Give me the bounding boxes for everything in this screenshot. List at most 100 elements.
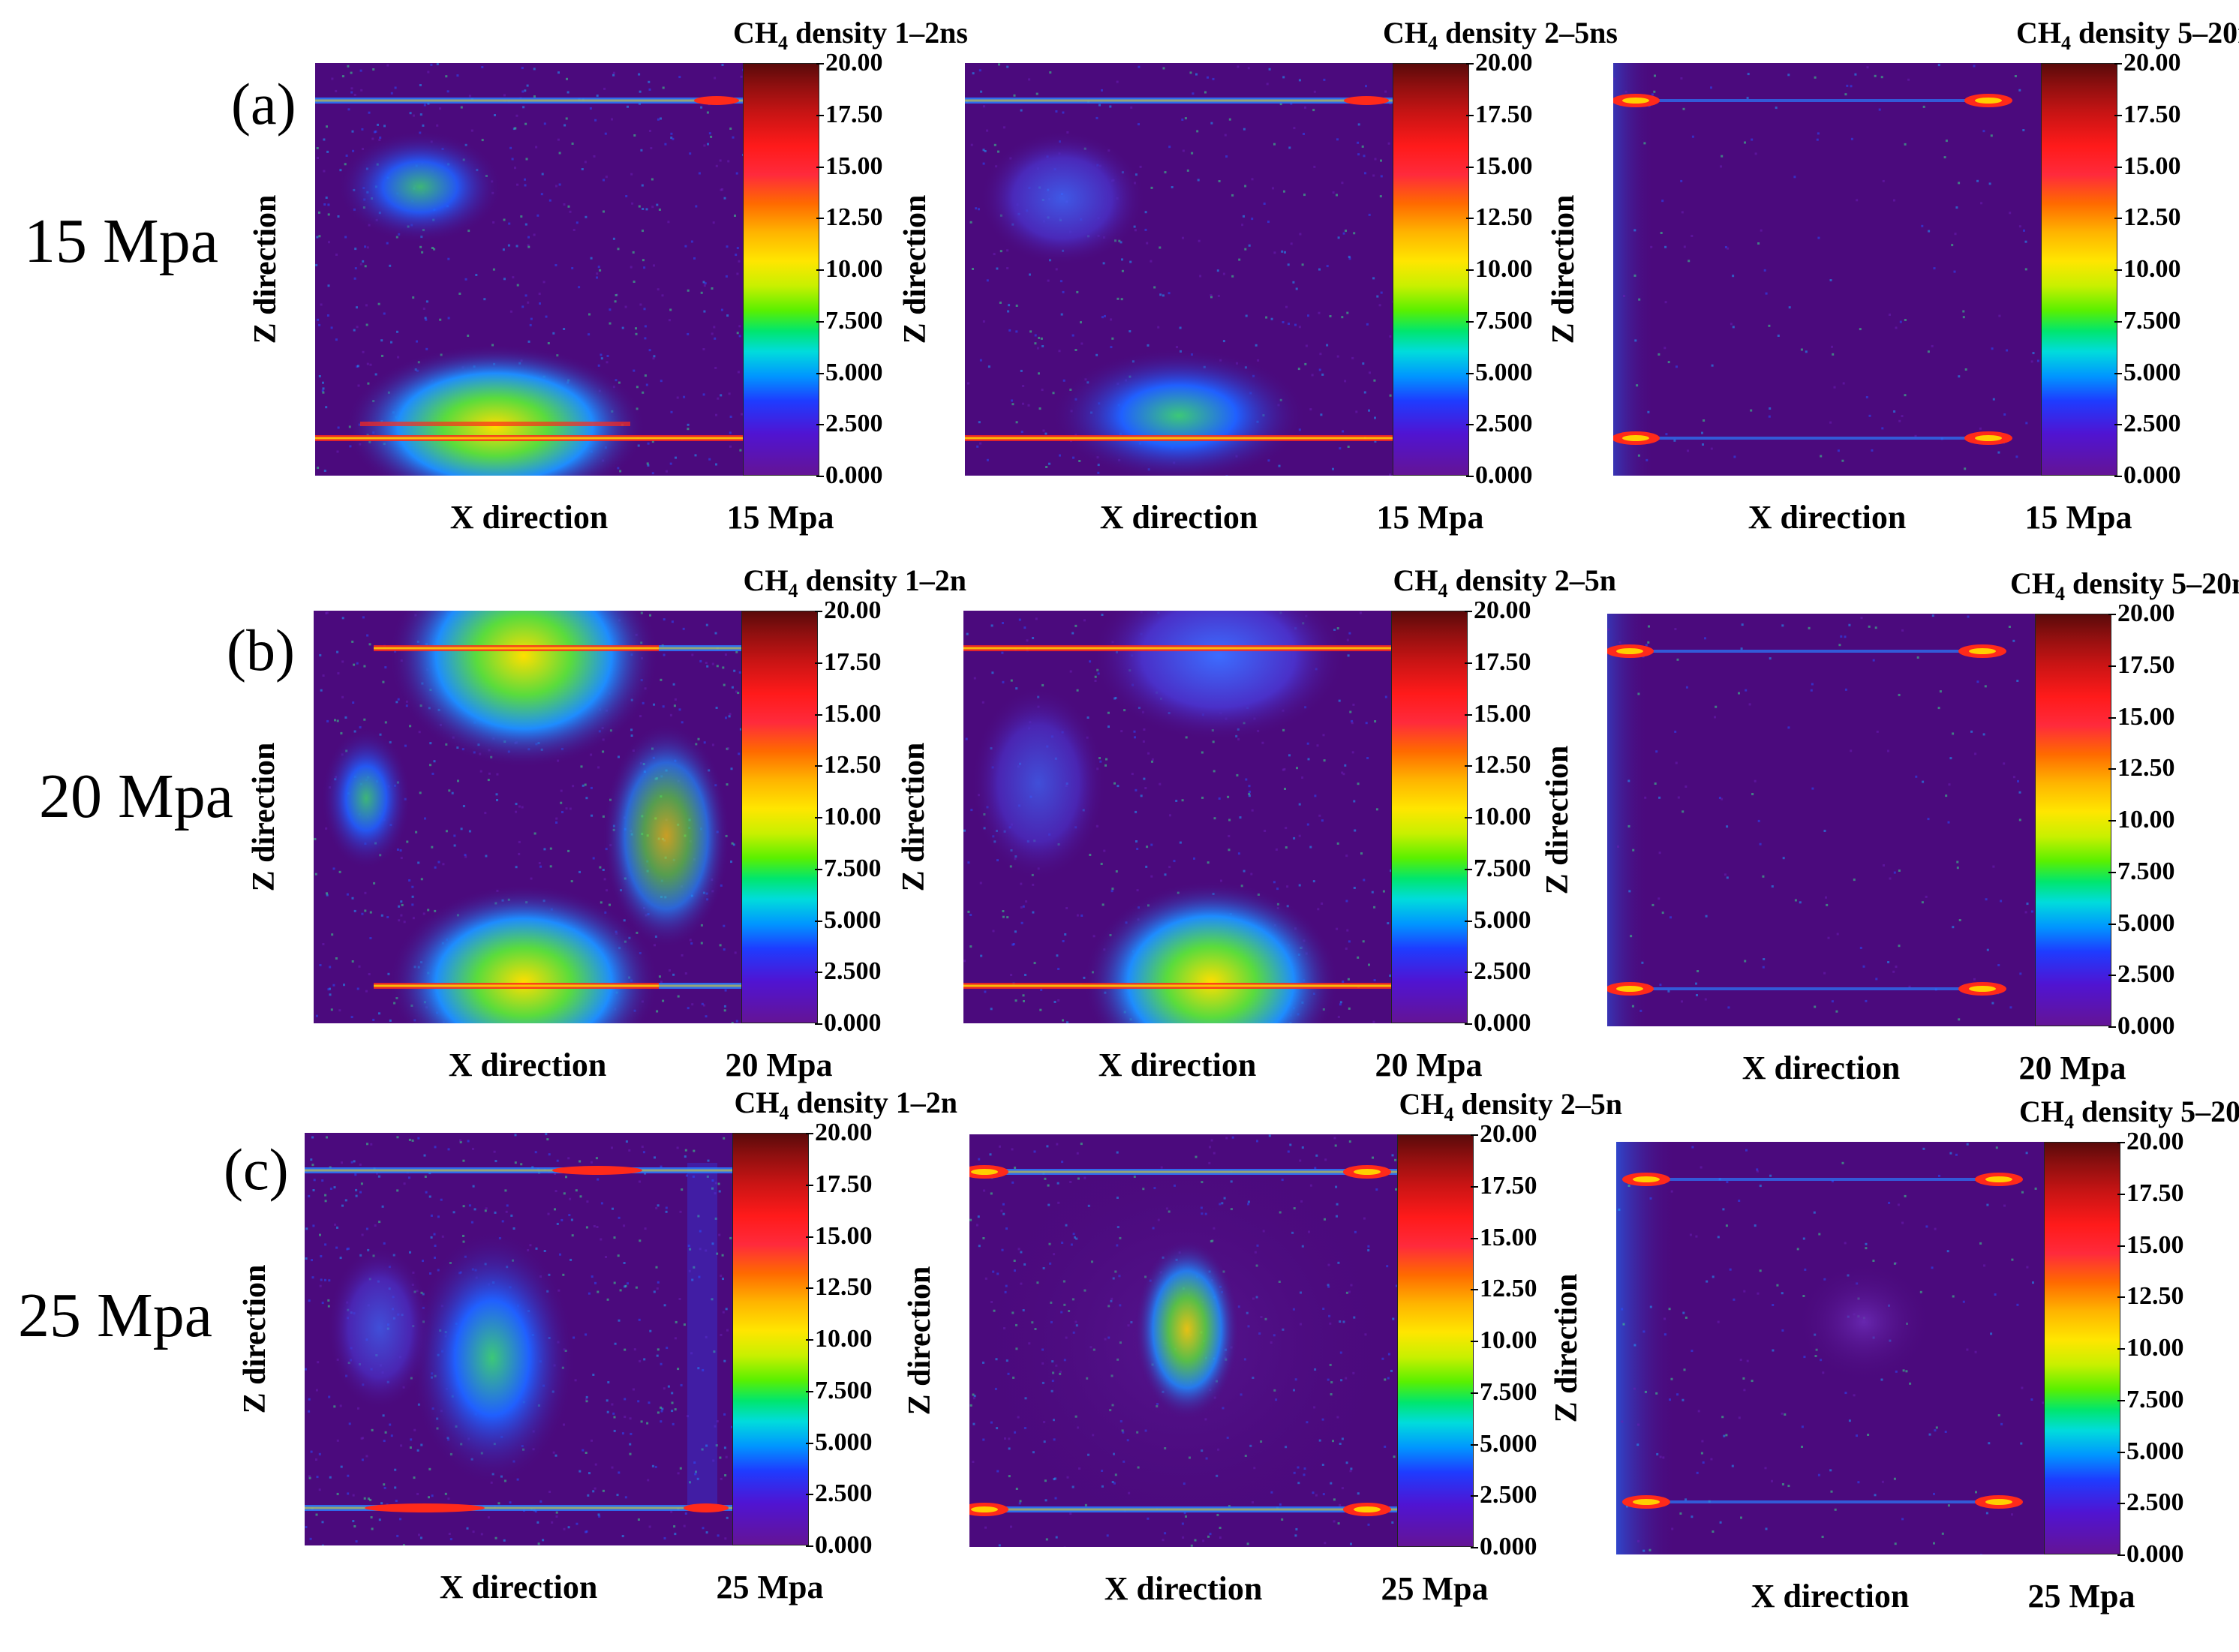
- z-axis-label: Z direction: [897, 742, 931, 892]
- colorbar-pressure-label: 20 Mpa: [725, 1047, 833, 1083]
- colorbar: [1397, 1134, 1474, 1547]
- colorbar-tick-label: 5.000: [1466, 358, 1533, 386]
- density-heatmap: [965, 63, 1393, 476]
- colorbar-tick-label: 10.00: [1471, 1326, 1537, 1354]
- colorbar-tick-label: 2.500: [2114, 410, 2181, 438]
- colorbar-tick-label: 20.00: [2117, 1128, 2184, 1155]
- colorbar-tick-label: 17.50: [806, 1170, 873, 1198]
- colorbar-tick-label: 7.500: [806, 1376, 873, 1404]
- row-c-letter: (c): [224, 1137, 289, 1202]
- colorbar: [743, 63, 819, 476]
- colorbar-tick-label: 17.50: [2114, 100, 2181, 128]
- colorbar-tick-labels: 20.00 17.50 15.00 12.50 10.00 7.500 5.000 2.500…: [815, 598, 936, 1036]
- heatmap-render: [969, 1134, 1397, 1547]
- colorbar-tick-label: 15.00: [1465, 699, 1531, 728]
- colorbar-tick-label: 20.00: [815, 596, 882, 624]
- colorbar-tick-label: 10.00: [815, 803, 882, 831]
- colorbar-tick-labels: 20.00 17.50 15.00 12.50 10.00 7.500 5.000 2.500…: [2108, 601, 2230, 1039]
- x-axis-label: X direction: [1748, 499, 1907, 536]
- colorbar-tick-label: 12.50: [806, 1273, 873, 1302]
- colorbar-tick-label: 10.00: [1465, 803, 1531, 831]
- colorbar-tick-label: 12.50: [2117, 1282, 2184, 1311]
- colorbar-tick-label: 0.000: [806, 1531, 873, 1559]
- colorbar-tick-labels: 20.00 17.50 15.00 12.50 10.00 7.500 5.000 2.500…: [816, 50, 938, 488]
- colorbar-tick-label: 20.00: [806, 1119, 873, 1146]
- colorbar-pressure-label: 15 Mpa: [1376, 499, 1484, 536]
- colorbar-tick-label: 0.000: [815, 1009, 882, 1037]
- colorbar-tick-label: 7.500: [2117, 1385, 2184, 1413]
- colorbar-tick-label: 10.00: [2117, 1334, 2184, 1362]
- colorbar: [1393, 63, 1469, 476]
- colorbar-tick-label: 0.000: [2117, 1540, 2184, 1568]
- heatmap-render: [1613, 63, 2039, 476]
- colorbar-tick-label: 10.00: [816, 255, 883, 283]
- colorbar-tick-label: 17.50: [1465, 647, 1531, 676]
- colorbar-tick-label: 20.00: [1465, 596, 1531, 624]
- colorbar-tick-label: 10.00: [2114, 255, 2181, 283]
- x-axis-label: X direction: [449, 499, 609, 536]
- colorbar-tick-label: 7.500: [1471, 1377, 1537, 1406]
- density-heatmap: [314, 611, 741, 1023]
- panel-title: CH4 density 2–5n: [1399, 1087, 1623, 1125]
- colorbar-pressure-label: 25 Mpa: [716, 1569, 824, 1605]
- colorbar-tick-label: 7.500: [2108, 857, 2175, 885]
- colorbar-tick-label: 12.50: [2108, 754, 2175, 782]
- colorbar-tick-label: 20.00: [816, 49, 883, 77]
- colorbar-tick-label: 5.000: [816, 358, 883, 386]
- colorbar-tick-label: 17.50: [816, 100, 883, 128]
- panel-b-3: CH4 density 5–20ns 20.00 17.50 15.00 12.50 1…: [1540, 569, 2239, 1124]
- panel-title: CH4 density 1–2ns: [732, 16, 968, 54]
- colorbar: [2044, 1142, 2120, 1554]
- heatmap-render: [965, 63, 1393, 476]
- colorbar: [741, 611, 818, 1023]
- colorbar-tick-label: 15.00: [2114, 152, 2181, 180]
- colorbar-tick-label: 17.50: [1466, 100, 1533, 128]
- heatmap-render: [315, 63, 743, 476]
- x-axis-label: X direction: [448, 1047, 607, 1083]
- heatmap-render: [314, 611, 741, 1023]
- x-axis-label: X direction: [1099, 499, 1258, 536]
- colorbar-tick-labels: 20.00 17.50 15.00 12.50 10.00 7.500 5.000 2.500…: [1466, 50, 1588, 488]
- colorbar-pressure-label: 20 Mpa: [2018, 1050, 2126, 1086]
- colorbar-tick-label: 5.000: [2108, 909, 2175, 937]
- density-heatmap: [969, 1134, 1397, 1547]
- colorbar-tick-label: 5.000: [2114, 358, 2181, 386]
- panel-c-1: CH4 density 1–2n 20.00 17.50 15.00 12.50 10.…: [238, 1088, 987, 1643]
- z-axis-label: Z direction: [898, 194, 933, 344]
- x-axis-label: X direction: [1104, 1570, 1263, 1607]
- colorbar-tick-label: 5.000: [806, 1428, 873, 1456]
- row-a-letter: (a): [231, 71, 296, 137]
- colorbar-tick-label: 0.000: [1466, 461, 1533, 489]
- heatmap-render: [1616, 1142, 2044, 1554]
- row-b-pressure-label: 20 Mpa: [39, 761, 233, 831]
- colorbar-tick-labels: 20.00 17.50 15.00 12.50 10.00 7.500 5.000 2.500…: [1465, 598, 1586, 1036]
- z-axis-label: Z direction: [1549, 1273, 1584, 1423]
- colorbar-tick-label: 0.000: [816, 461, 883, 489]
- colorbar-tick-label: 0.000: [2114, 461, 2181, 489]
- colorbar-tick-label: 0.000: [2108, 1012, 2175, 1040]
- panel-a-3: CH4 density 5–20ns 20.00 17.50 15.00 12.50 1…: [1546, 18, 2239, 573]
- colorbar-tick-label: 2.500: [1471, 1481, 1537, 1509]
- colorbar-tick-label: 5.000: [1471, 1429, 1537, 1458]
- colorbar-pressure-label: 20 Mpa: [1375, 1047, 1483, 1083]
- density-heatmap: [315, 63, 743, 476]
- panel-title: CH4 density 5–20ns: [2018, 1095, 2239, 1133]
- colorbar-tick-label: 7.500: [815, 854, 882, 882]
- colorbar-pressure-label: 15 Mpa: [726, 499, 834, 536]
- heatmap-render: [963, 611, 1391, 1023]
- colorbar-tick-label: 10.00: [1466, 255, 1533, 283]
- colorbar-tick-label: 12.50: [1465, 751, 1531, 779]
- row-c-pressure-label: 25 Mpa: [18, 1281, 212, 1350]
- colorbar-tick-label: 2.500: [816, 410, 883, 438]
- panel-a-2: CH4 density 2–5ns 20.00 17.50 15.00 12.50 10…: [898, 18, 1648, 573]
- colorbar-tick-label: 15.00: [815, 699, 882, 728]
- colorbar-tick-label: 17.50: [1471, 1171, 1537, 1200]
- x-axis-label: X direction: [1098, 1047, 1257, 1083]
- panel-c-3: CH4 density 5–20ns 20.00 17.50 15.00 12.50 1…: [1549, 1095, 2239, 1652]
- density-heatmap: [305, 1133, 732, 1545]
- colorbar-tick-label: 0.000: [1471, 1533, 1537, 1560]
- colorbar-tick-label: 12.50: [815, 751, 882, 779]
- colorbar-tick-label: 0.000: [1465, 1009, 1531, 1037]
- colorbar-tick-labels: 20.00 17.50 15.00 12.50 10.00 7.500 5.000 2.500…: [2114, 50, 2236, 488]
- x-axis-label: X direction: [1742, 1050, 1901, 1086]
